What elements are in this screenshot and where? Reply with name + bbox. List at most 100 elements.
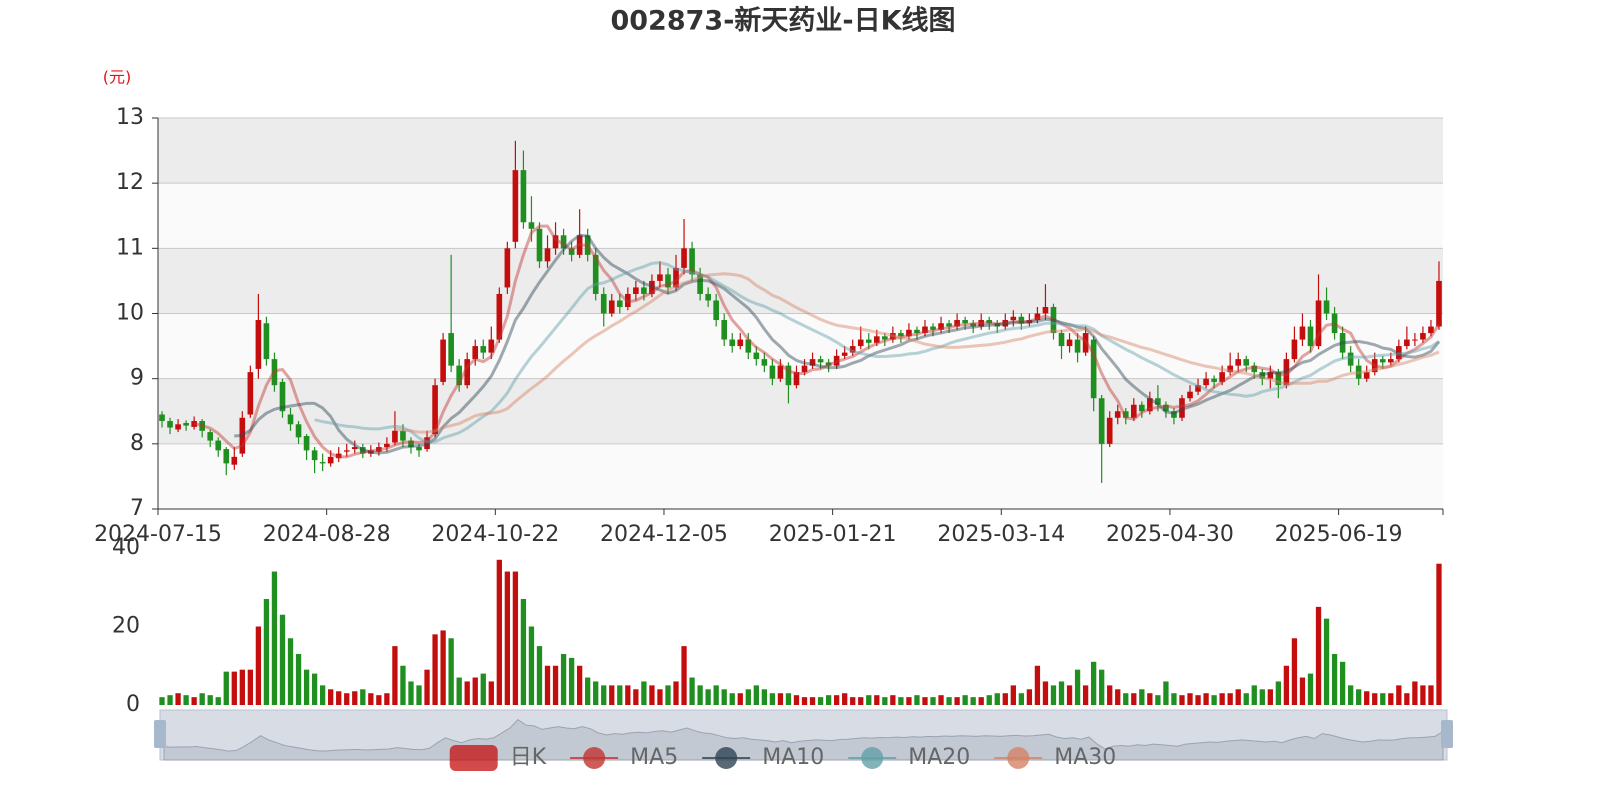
candle-body	[713, 300, 719, 321]
volume-bar	[914, 695, 920, 705]
volume-bar	[761, 689, 768, 705]
legend-label[interactable]: 日K	[510, 745, 547, 770]
volume-bar	[472, 677, 478, 705]
candle-body	[1283, 359, 1290, 386]
volume-bar	[360, 689, 366, 705]
candle-body	[849, 346, 856, 353]
volume-bar	[1235, 689, 1241, 705]
candle-body	[841, 352, 848, 356]
candle-body	[1179, 398, 1185, 418]
candle-body	[882, 336, 888, 340]
candle-body	[1042, 306, 1049, 314]
volume-bar	[560, 653, 567, 705]
volume-bar	[970, 697, 976, 705]
volume-bar	[930, 697, 936, 705]
x-tick-label: 2024-07-15	[94, 522, 222, 547]
volume-bar	[1396, 685, 1402, 705]
candle-body	[1227, 365, 1233, 373]
volume-bar	[1259, 689, 1265, 705]
volume-bar	[745, 689, 751, 705]
volume-bar	[247, 669, 254, 705]
candle-body	[1139, 404, 1145, 412]
volume-bar	[817, 697, 824, 705]
volume-bar	[159, 697, 165, 705]
candle-body	[769, 365, 776, 379]
candle-body	[1034, 313, 1041, 321]
volume-bar	[1123, 693, 1129, 705]
candle-body	[1106, 417, 1113, 444]
candle-body	[817, 359, 824, 363]
candle-body	[1243, 359, 1250, 366]
candle-body	[287, 414, 294, 425]
legend-label[interactable]: MA30	[1054, 745, 1116, 770]
volume-bar	[850, 697, 856, 705]
volume-bar	[585, 677, 591, 705]
candle-body	[568, 248, 575, 255]
volume-bar	[978, 697, 984, 705]
zoom-handle[interactable]	[154, 720, 166, 748]
candle-body	[528, 222, 535, 229]
x-tick-label: 2025-06-19	[1275, 522, 1403, 547]
candle-body	[1347, 352, 1354, 366]
volume-bar	[1179, 695, 1185, 705]
candle-body	[1066, 339, 1073, 347]
candle-body	[271, 359, 278, 386]
candle-body	[327, 456, 334, 464]
candle-body	[777, 365, 784, 379]
candle-body	[745, 339, 752, 353]
volume-bar	[1323, 618, 1330, 705]
legend-label[interactable]: MA10	[762, 745, 824, 770]
candle-body	[191, 421, 197, 427]
volume-bar	[512, 571, 519, 705]
candle-body	[633, 287, 639, 294]
candle-body	[1291, 339, 1298, 360]
volume-bar	[1107, 685, 1113, 705]
volume-bar	[625, 685, 631, 705]
candle-body	[255, 320, 262, 369]
legend-label[interactable]: MA5	[630, 745, 678, 770]
candle-body	[962, 320, 968, 324]
ma-line	[314, 261, 1440, 444]
zoom-handle[interactable]	[1441, 720, 1453, 748]
candle-body	[1387, 359, 1394, 363]
volume-bar	[1243, 693, 1249, 705]
volume-bar	[336, 691, 342, 705]
candle-body	[1098, 398, 1105, 444]
candle-body	[954, 320, 960, 327]
candle-body	[1412, 339, 1418, 341]
volume-bar	[552, 665, 559, 705]
volume-bar	[231, 671, 237, 705]
split-area	[158, 378, 1443, 444]
candle-body	[504, 248, 511, 288]
candle-body	[207, 432, 214, 441]
legend-icon	[715, 747, 738, 769]
volume-bar	[568, 657, 575, 705]
volume-bar	[448, 638, 454, 705]
volume-bar	[536, 646, 543, 705]
candle-body	[737, 339, 744, 347]
volume-bar	[769, 693, 776, 705]
candle-body	[705, 293, 711, 301]
candle-body	[641, 287, 647, 294]
volume-bar	[1187, 693, 1193, 705]
volume-bar	[874, 695, 880, 705]
candle-body	[1219, 372, 1225, 382]
candle-body	[1420, 333, 1426, 340]
legend-label[interactable]: MA20	[908, 745, 970, 770]
candle-body	[1371, 359, 1378, 373]
candle-body	[753, 352, 760, 360]
candle-body	[424, 437, 430, 450]
candle-body	[1379, 359, 1386, 363]
candle-body	[1267, 372, 1274, 379]
candle-body	[793, 372, 800, 386]
volume-bar	[279, 614, 286, 705]
candle-body	[721, 320, 728, 340]
candle-body	[311, 450, 318, 461]
volume-bar	[866, 695, 872, 705]
candle-body	[994, 323, 1001, 327]
y-tick-label: 8	[130, 431, 144, 456]
volume-bar	[801, 697, 808, 705]
candle-body	[1203, 378, 1209, 386]
volume-bar	[1018, 693, 1025, 705]
candle-body	[584, 235, 591, 255]
